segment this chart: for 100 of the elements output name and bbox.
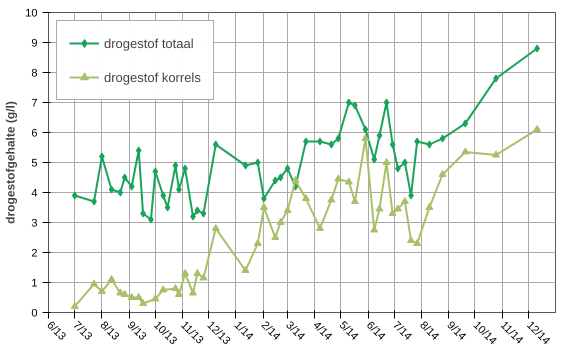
legend-label: drogestof totaal <box>104 36 194 50</box>
point <box>271 232 280 240</box>
y-tick-label: 5 <box>31 158 38 170</box>
point <box>159 285 168 293</box>
point <box>438 170 447 178</box>
point <box>316 224 324 232</box>
y-tick-label: 1 <box>31 278 38 290</box>
point <box>272 176 278 184</box>
point <box>395 164 401 172</box>
point <box>152 168 158 176</box>
point <box>171 284 180 292</box>
y-tick-label: 10 <box>25 8 38 20</box>
point <box>254 158 261 166</box>
point <box>291 176 300 184</box>
point <box>174 290 183 298</box>
point <box>120 290 129 298</box>
point <box>242 162 248 170</box>
point <box>108 274 116 282</box>
point <box>394 204 402 212</box>
point <box>327 195 336 203</box>
point <box>128 292 136 300</box>
point <box>212 140 219 148</box>
point <box>276 218 285 226</box>
x-tick-label: 4/14 <box>310 319 334 343</box>
point <box>461 147 470 155</box>
point <box>98 286 106 294</box>
point <box>128 182 135 190</box>
point <box>140 210 146 218</box>
point <box>278 174 284 182</box>
point <box>260 202 268 210</box>
point <box>440 134 446 142</box>
point <box>261 194 267 202</box>
point <box>384 98 390 106</box>
point <box>176 186 182 194</box>
point <box>181 268 190 276</box>
y-tick-label: 2 <box>31 248 38 260</box>
point <box>376 132 382 140</box>
y-tick-label: 0 <box>31 308 38 320</box>
point <box>362 126 368 134</box>
point <box>303 138 309 146</box>
y-tick-label: 8 <box>31 68 38 80</box>
point <box>148 216 154 224</box>
point <box>400 196 409 204</box>
point <box>336 134 342 142</box>
x-tick-label: 9/13 <box>124 319 148 343</box>
point <box>414 138 420 146</box>
point <box>117 188 124 196</box>
point <box>462 120 468 128</box>
point <box>533 124 542 132</box>
point <box>139 298 148 306</box>
point <box>317 138 323 146</box>
point <box>361 134 370 142</box>
point <box>212 224 220 232</box>
point <box>70 302 79 310</box>
point <box>493 74 499 82</box>
point <box>151 294 160 302</box>
point <box>200 210 206 218</box>
point <box>375 204 384 212</box>
point <box>242 266 250 274</box>
point <box>122 174 128 182</box>
point <box>492 150 500 158</box>
point <box>91 198 97 206</box>
point <box>334 174 342 182</box>
point <box>413 238 422 246</box>
point <box>425 202 434 210</box>
point <box>172 162 178 170</box>
x-tick-label: 8/13 <box>98 319 122 343</box>
y-tick-label: 9 <box>31 38 38 50</box>
x-tick-label: 1/14 <box>232 319 256 343</box>
point <box>346 98 352 106</box>
point <box>160 192 166 200</box>
legend-label: drogestof korrels <box>104 70 201 84</box>
y-tick-label: 4 <box>31 188 38 200</box>
point <box>328 140 334 148</box>
point <box>193 268 202 276</box>
point <box>352 102 358 110</box>
point <box>426 140 432 148</box>
y-tick-label: 6 <box>31 128 38 140</box>
point <box>408 192 414 200</box>
point <box>190 212 196 220</box>
x-tick-label: 9/14 <box>444 319 468 343</box>
point <box>188 288 197 296</box>
point <box>108 186 114 194</box>
point <box>284 164 290 172</box>
point <box>407 236 416 244</box>
point <box>194 206 200 214</box>
point <box>344 177 353 185</box>
point <box>199 273 208 281</box>
y-axis-title: drogestofgehalte (g/l) <box>3 101 18 224</box>
point <box>388 208 397 216</box>
point <box>90 279 98 287</box>
x-tick-label: 6/14 <box>364 319 388 343</box>
point <box>164 204 170 212</box>
y-tick-label: 7 <box>31 98 38 110</box>
point <box>302 194 310 202</box>
point <box>134 292 143 300</box>
point <box>284 206 292 214</box>
x-tick-label: 2/14 <box>258 319 282 343</box>
point <box>534 44 540 52</box>
point <box>72 192 78 200</box>
